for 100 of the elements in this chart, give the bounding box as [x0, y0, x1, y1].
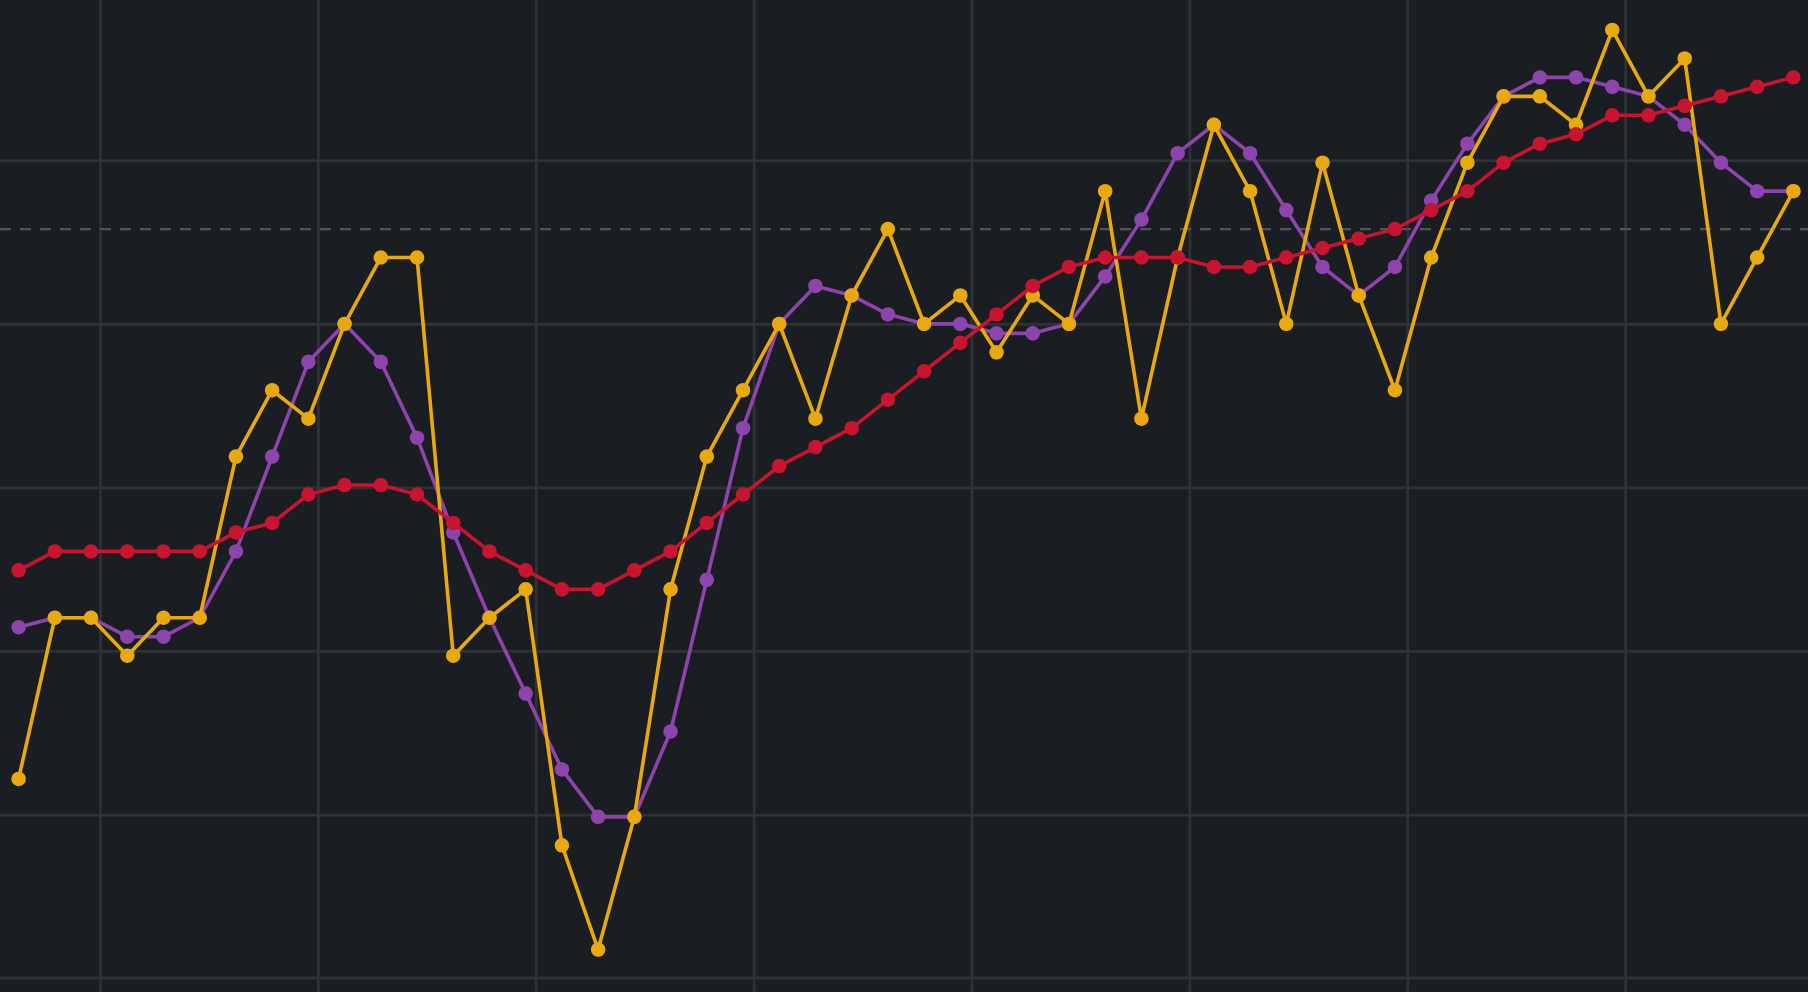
point — [120, 648, 135, 663]
point — [1279, 316, 1294, 332]
point — [627, 563, 642, 578]
point — [518, 563, 533, 578]
point — [989, 326, 1004, 341]
point — [1315, 155, 1330, 170]
point — [1460, 136, 1475, 151]
point — [301, 354, 316, 369]
point — [554, 838, 570, 853]
point — [1387, 382, 1403, 398]
point — [264, 449, 280, 464]
point — [1315, 259, 1330, 275]
point — [373, 477, 389, 493]
point — [192, 544, 207, 559]
point — [953, 288, 968, 303]
point — [1786, 70, 1801, 85]
point — [1134, 212, 1149, 227]
point — [446, 515, 461, 531]
point — [590, 809, 606, 825]
point — [735, 420, 751, 436]
point — [409, 430, 425, 445]
point — [735, 487, 751, 502]
point — [1677, 117, 1692, 132]
point — [11, 771, 26, 787]
point — [1532, 136, 1548, 151]
point — [808, 411, 823, 426]
point — [663, 724, 678, 739]
point — [301, 411, 316, 426]
point — [880, 221, 896, 237]
point — [409, 250, 425, 265]
point — [989, 345, 1004, 360]
point — [735, 382, 751, 398]
point — [953, 316, 968, 332]
point — [1641, 108, 1656, 123]
point — [373, 354, 389, 369]
point — [1460, 155, 1475, 170]
point — [264, 515, 280, 531]
point — [518, 582, 533, 597]
point — [11, 563, 26, 578]
point — [554, 582, 570, 597]
point — [264, 382, 280, 398]
point — [1315, 240, 1330, 256]
point — [808, 278, 823, 294]
point — [1279, 202, 1294, 218]
point — [1423, 202, 1439, 218]
point — [1605, 79, 1620, 95]
point — [1134, 250, 1149, 265]
point — [916, 364, 932, 379]
point — [1242, 145, 1258, 161]
point — [228, 449, 244, 464]
point — [1532, 89, 1548, 104]
point — [699, 515, 715, 531]
point — [1061, 259, 1077, 275]
point — [1713, 89, 1729, 104]
point — [228, 525, 244, 540]
point — [156, 544, 171, 559]
point — [1097, 183, 1113, 199]
point — [663, 544, 678, 559]
point — [409, 487, 425, 502]
point — [83, 544, 99, 559]
point — [880, 307, 896, 322]
point — [1677, 51, 1692, 66]
point — [554, 762, 570, 777]
point — [156, 629, 171, 644]
point — [1097, 250, 1113, 265]
point — [663, 582, 678, 597]
point — [590, 942, 606, 957]
point — [1242, 259, 1258, 275]
point — [1749, 79, 1765, 95]
point — [1568, 127, 1584, 142]
point — [1387, 221, 1403, 237]
point — [590, 582, 606, 597]
point — [1605, 108, 1620, 123]
point — [1242, 183, 1258, 199]
point — [1713, 155, 1729, 170]
point — [1496, 155, 1511, 170]
point — [156, 610, 171, 625]
point — [337, 477, 352, 493]
point — [1568, 70, 1584, 85]
point — [1749, 183, 1765, 199]
point — [1134, 411, 1149, 426]
point — [1206, 259, 1222, 275]
point — [1532, 70, 1548, 85]
point — [373, 250, 389, 265]
point — [1025, 278, 1040, 294]
point — [482, 544, 497, 559]
point — [11, 620, 26, 635]
point — [228, 544, 244, 559]
point — [953, 335, 968, 351]
point — [1749, 250, 1765, 265]
point — [120, 544, 135, 559]
point — [1605, 22, 1620, 38]
point — [120, 629, 135, 644]
point — [47, 544, 63, 559]
point — [446, 648, 461, 663]
point — [1387, 259, 1403, 275]
point — [844, 420, 859, 436]
point — [1351, 231, 1366, 246]
point — [1170, 145, 1185, 161]
point — [1279, 250, 1294, 265]
